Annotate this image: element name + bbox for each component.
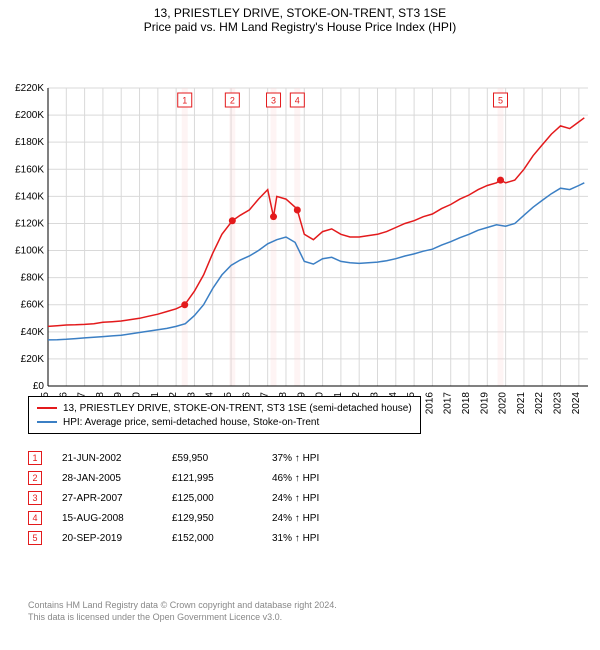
svg-text:2019: 2019 [479, 392, 490, 415]
legend-swatch [37, 407, 57, 409]
svg-text:2018: 2018 [461, 392, 472, 415]
svg-text:2024: 2024 [571, 392, 582, 415]
transaction-dot [270, 213, 277, 220]
svg-text:£40K: £40K [21, 327, 45, 338]
footer-attribution: Contains HM Land Registry data © Crown c… [28, 600, 337, 623]
legend-label: HPI: Average price, semi-detached house,… [63, 417, 319, 428]
svg-text:£20K: £20K [21, 354, 45, 365]
transaction-diff: 24% ↑ HPI [272, 493, 352, 504]
svg-text:£120K: £120K [15, 218, 44, 229]
transaction-price: £125,000 [172, 493, 272, 504]
transaction-diff: 46% ↑ HPI [272, 473, 352, 484]
svg-text:2017: 2017 [443, 392, 454, 415]
chart-subtitle: Price paid vs. HM Land Registry's House … [0, 20, 600, 38]
transaction-diff: 31% ↑ HPI [272, 533, 352, 544]
transaction-number: 2 [28, 471, 42, 485]
svg-text:£180K: £180K [15, 137, 44, 148]
svg-text:£100K: £100K [15, 246, 44, 257]
svg-text:3: 3 [271, 96, 276, 106]
transaction-dot [497, 177, 504, 184]
transaction-date: 28-JAN-2005 [62, 473, 172, 484]
svg-text:2016: 2016 [424, 392, 435, 415]
svg-text:2: 2 [230, 96, 235, 106]
transaction-diff: 37% ↑ HPI [272, 453, 352, 464]
transaction-date: 15-AUG-2008 [62, 513, 172, 524]
legend-item: 13, PRIESTLEY DRIVE, STOKE-ON-TRENT, ST3… [37, 401, 412, 415]
transaction-row: 2 28-JAN-2005£121,99546% ↑ HPI [28, 468, 352, 488]
footer-line1: Contains HM Land Registry data © Crown c… [28, 600, 337, 612]
svg-text:£140K: £140K [15, 191, 44, 202]
svg-text:1: 1 [182, 96, 187, 106]
price-chart: £0 £20K £40K £60K £80K £100K £120K £140K £160K £1… [0, 38, 600, 418]
legend: 13, PRIESTLEY DRIVE, STOKE-ON-TRENT, ST3… [28, 396, 421, 434]
transaction-date: 27-APR-2007 [62, 493, 172, 504]
transaction-row: 1 21-JUN-2002£59,95037% ↑ HPI [28, 448, 352, 468]
transaction-price: £129,950 [172, 513, 272, 524]
hpi-series [48, 183, 584, 340]
svg-text:£220K: £220K [15, 83, 44, 94]
transaction-row: 3 27-APR-2007£125,00024% ↑ HPI [28, 488, 352, 508]
legend-item: HPI: Average price, semi-detached house,… [37, 415, 412, 429]
transaction-number: 5 [28, 531, 42, 545]
chart-container: { "title": "13, PRIESTLEY DRIVE, STOKE-O… [0, 0, 600, 650]
svg-text:2020: 2020 [498, 392, 509, 415]
svg-text:£60K: £60K [21, 300, 45, 311]
svg-text:£80K: £80K [21, 273, 45, 284]
chart-title: 13, PRIESTLEY DRIVE, STOKE-ON-TRENT, ST3… [0, 0, 600, 20]
svg-text:2023: 2023 [553, 392, 564, 415]
transaction-row: 5 20-SEP-2019£152,00031% ↑ HPI [28, 528, 352, 548]
svg-text:2021: 2021 [516, 392, 527, 415]
transaction-dot [229, 217, 236, 224]
svg-text:£0: £0 [33, 381, 45, 392]
svg-text:4: 4 [295, 96, 300, 106]
footer-line2: This data is licensed under the Open Gov… [28, 612, 337, 624]
property-series [48, 118, 584, 327]
legend-label: 13, PRIESTLEY DRIVE, STOKE-ON-TRENT, ST3… [63, 403, 412, 414]
transaction-number: 1 [28, 451, 42, 465]
transaction-row: 4 15-AUG-2008£129,95024% ↑ HPI [28, 508, 352, 528]
transaction-table: 1 21-JUN-2002£59,95037% ↑ HPI 2 28-JAN-2005… [28, 448, 352, 548]
transaction-price: £59,950 [172, 453, 272, 464]
svg-text:2022: 2022 [534, 392, 545, 415]
transaction-price: £152,000 [172, 533, 272, 544]
svg-text:£160K: £160K [15, 164, 44, 175]
transaction-number: 3 [28, 491, 42, 505]
transaction-diff: 24% ↑ HPI [272, 513, 352, 524]
svg-text:£200K: £200K [15, 110, 44, 121]
transaction-dot [294, 206, 301, 213]
transaction-date: 21-JUN-2002 [62, 453, 172, 464]
transaction-date: 20-SEP-2019 [62, 533, 172, 544]
transaction-dot [181, 301, 188, 308]
svg-text:5: 5 [498, 96, 503, 106]
legend-swatch [37, 421, 57, 423]
transaction-price: £121,995 [172, 473, 272, 484]
transaction-number: 4 [28, 511, 42, 525]
